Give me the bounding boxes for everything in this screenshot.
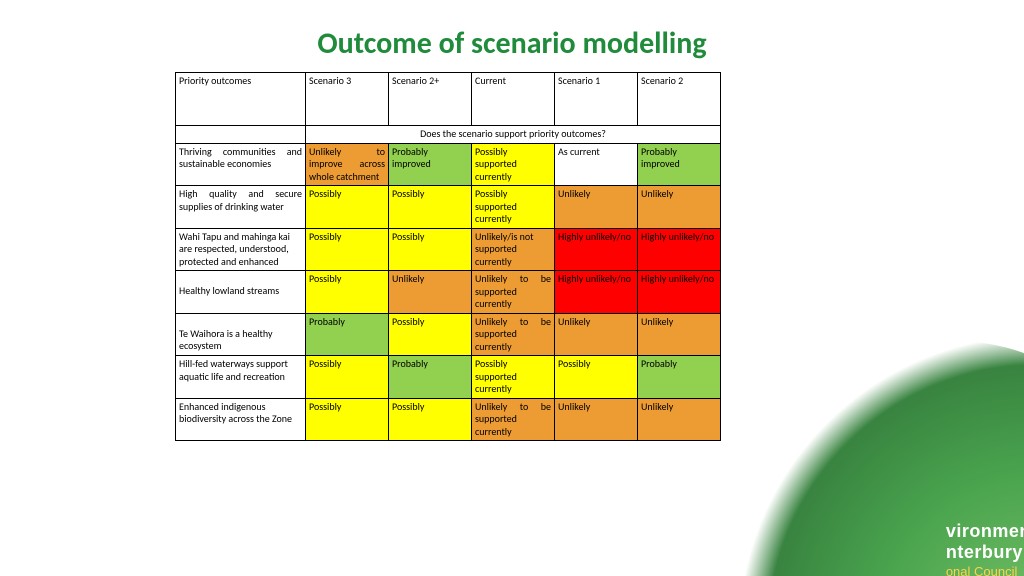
table-row: Wahi Tapu and mahinga kai are respected,… — [176, 228, 721, 271]
scenario-table-container: Priority outcomes Scenario 3 Scenario 2+… — [175, 72, 720, 441]
outcome-cell: Hill-fed waterways support aquatic life … — [176, 356, 306, 399]
col-header: Scenario 3 — [306, 73, 389, 126]
logo-line2: nterbury — [946, 542, 1024, 563]
logo-swoosh — [744, 341, 1024, 576]
scenario-cell: Unlikely — [389, 271, 472, 314]
subhead-text: Does the scenario support priority outco… — [306, 126, 721, 144]
scenario-cell: Unlikely to be supported currently — [472, 271, 555, 314]
scenario-cell: Probably — [306, 313, 389, 356]
scenario-cell: Possibly supported currently — [472, 186, 555, 229]
page-title: Outcome of scenario modelling — [0, 25, 1024, 62]
scenario-cell: Highly unlikely/no — [638, 228, 721, 271]
col-header: Scenario 2+ — [389, 73, 472, 126]
table-row: High quality and secure supplies of drin… — [176, 186, 721, 229]
scenario-cell: Unlikely — [638, 186, 721, 229]
col-header: Priority outcomes — [176, 73, 306, 126]
subhead-blank — [176, 126, 306, 144]
outcome-cell: Thriving communities and sustainable eco… — [176, 143, 306, 186]
scenario-cell: Possibly supported currently — [472, 356, 555, 399]
outcome-cell: Wahi Tapu and mahinga kai are respected,… — [176, 228, 306, 271]
outcome-cell: Te Waihora is a healthy ecosystem — [176, 313, 306, 356]
logo-sub1: onal Council — [946, 564, 1024, 576]
scenario-cell: Highly unlikely/no — [555, 271, 638, 314]
outcome-cell: High quality and secure supplies of drin… — [176, 186, 306, 229]
scenario-cell: Highly unlikely/no — [555, 228, 638, 271]
scenario-cell: Unlikely to be supported currently — [472, 398, 555, 441]
scenario-cell: Possibly — [306, 271, 389, 314]
scenario-cell: Probably improved — [389, 143, 472, 186]
scenario-cell: Possibly — [306, 398, 389, 441]
scenario-cell: Possibly — [306, 228, 389, 271]
scenario-cell: Possibly — [389, 228, 472, 271]
logo-corner: vironment nterbury onal Council hera Tai… — [764, 341, 1024, 576]
scenario-cell: Possibly — [389, 186, 472, 229]
table-row: Thriving communities and sustainable eco… — [176, 143, 721, 186]
table-subhead-row: Does the scenario support priority outco… — [176, 126, 721, 144]
table-row: Hill-fed waterways support aquatic life … — [176, 356, 721, 399]
scenario-cell: Possibly — [306, 356, 389, 399]
scenario-cell: Unlikely to improve across whole catchme… — [306, 143, 389, 186]
logo-line1: vironment — [946, 521, 1024, 542]
scenario-cell: Possibly — [555, 356, 638, 399]
scenario-cell: Probably — [389, 356, 472, 399]
table-header-row: Priority outcomes Scenario 3 Scenario 2+… — [176, 73, 721, 126]
scenario-cell: Unlikely — [555, 186, 638, 229]
scenario-cell: Possibly — [389, 398, 472, 441]
col-header: Current — [472, 73, 555, 126]
scenario-cell: Highly unlikely/no — [638, 271, 721, 314]
scenario-cell: Probably improved — [638, 143, 721, 186]
scenario-cell: Unlikely — [555, 313, 638, 356]
scenario-cell: Probably — [638, 356, 721, 399]
table-row: Healthy lowland streamsPossiblyUnlikelyU… — [176, 271, 721, 314]
scenario-cell: Unlikely — [638, 398, 721, 441]
outcome-cell: Enhanced indigenous biodiversity across … — [176, 398, 306, 441]
table-row: Te Waihora is a healthy ecosystemProbabl… — [176, 313, 721, 356]
table-row: Enhanced indigenous biodiversity across … — [176, 398, 721, 441]
scenario-cell: Possibly supported currently — [472, 143, 555, 186]
scenario-cell: Unlikely — [638, 313, 721, 356]
col-header: Scenario 2 — [638, 73, 721, 126]
scenario-cell: Unlikely to be supported currently — [472, 313, 555, 356]
scenario-cell: As current — [555, 143, 638, 186]
scenario-table: Priority outcomes Scenario 3 Scenario 2+… — [175, 72, 721, 441]
scenario-cell: Possibly — [389, 313, 472, 356]
col-header: Scenario 1 — [555, 73, 638, 126]
scenario-cell: Possibly — [306, 186, 389, 229]
scenario-cell: Unlikely — [555, 398, 638, 441]
table-body: Thriving communities and sustainable eco… — [176, 143, 721, 441]
logo-text: vironment nterbury onal Council hera Tai… — [946, 521, 1024, 576]
outcome-cell: Healthy lowland streams — [176, 271, 306, 314]
scenario-cell: Unlikely/is not supported currently — [472, 228, 555, 271]
